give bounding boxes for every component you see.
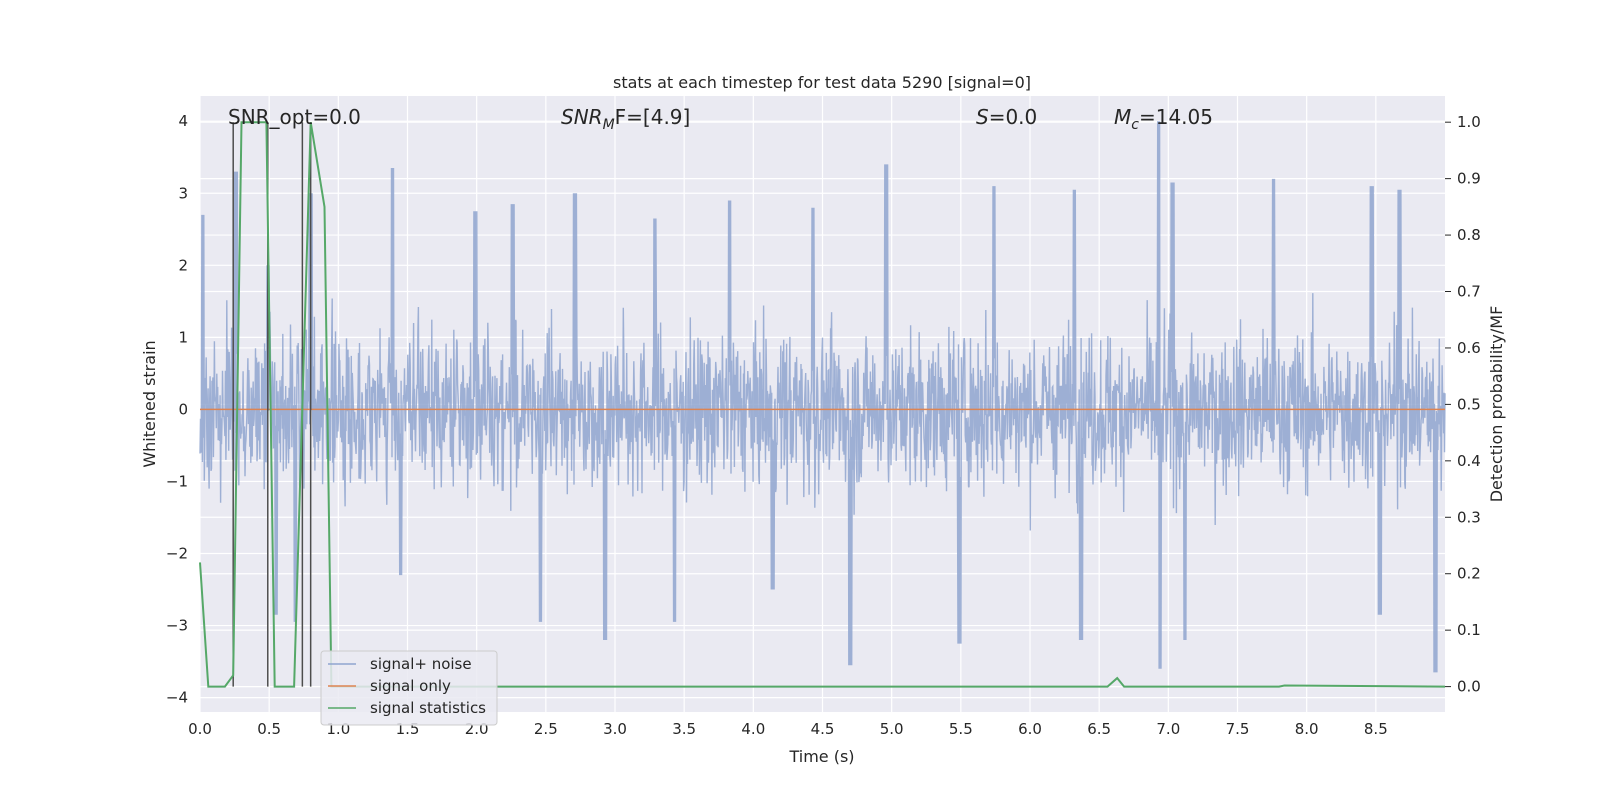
y-tick-label: −3 [166, 617, 188, 635]
y-right-tick-label: 0.7 [1457, 283, 1481, 301]
x-tick-label: 2.5 [534, 720, 558, 738]
series-signal-noise [199, 121, 1446, 673]
x-tick-label: 3.5 [672, 720, 696, 738]
y-right-tick-label: 0.1 [1457, 621, 1481, 639]
y-tick-label: 4 [178, 112, 188, 130]
annotation-s: S=0.0 [976, 105, 1037, 129]
annotation-s-rest: =0.0 [989, 105, 1038, 129]
x-tick-label: 8.0 [1295, 720, 1319, 738]
x-tick-label: 0.5 [257, 720, 281, 738]
x-tick-label: 4.5 [811, 720, 835, 738]
y-right-tick-label: 0.8 [1457, 226, 1481, 244]
legend-label-signal-noise: signal+ noise [370, 655, 472, 673]
legend-box [320, 650, 498, 726]
x-axis-ticks: 0.0 0.5 1.0 1.5 2.0 2.5 3.0 3.5 4.0 4.5 5.0 5.5 6.0 6… [188, 720, 1388, 738]
y-right-tick-label: 0.9 [1457, 170, 1481, 188]
y-right-tick-label: 0.2 [1457, 565, 1481, 583]
annotation-mc: Mc=14.05 [1114, 105, 1213, 133]
y-tick-label: 2 [178, 256, 188, 274]
y-right-tick-label: 0.6 [1457, 339, 1481, 357]
y-axis-label: Whitened strain [140, 340, 159, 467]
signal-noise-line [199, 121, 1446, 673]
annotation-snr-opt: SNR_opt=0.0 [228, 105, 361, 129]
annotation-s-main: S [976, 105, 989, 129]
y-right-tick-label: 1.0 [1457, 113, 1481, 131]
y-tick-label: −2 [166, 544, 188, 562]
x-axis-label: Time (s) [788, 747, 854, 766]
series-signal-statistics [199, 121, 1446, 688]
y-tick-label: −4 [166, 689, 188, 707]
y-tick-label: −1 [166, 472, 188, 490]
x-tick-label: 4.0 [741, 720, 765, 738]
x-tick-label: 8.5 [1364, 720, 1388, 738]
annotation-snr-mf-main: SNR [561, 105, 603, 129]
y-tick-label: 0 [178, 400, 188, 418]
legend: signal+ noise signal only signal statist… [320, 650, 498, 726]
annotation-snr-mf-rest: F=[4.9] [615, 105, 691, 129]
y-right-tick-label: 0.0 [1457, 678, 1481, 696]
chart-title: stats at each timestep for test data 529… [613, 73, 1031, 92]
annotation-snr-mf-sub: M [603, 117, 615, 133]
y-right-tick-label: 0.5 [1457, 395, 1481, 413]
y-right-axis-label: Detection probability/MF [1487, 306, 1506, 503]
annotation-mc-main: M [1114, 105, 1131, 129]
x-tick-label: 5.0 [880, 720, 904, 738]
y-right-axis-ticks: 1.0 0.9 0.8 0.7 0.6 0.5 0.4 0.3 0.2 0.1 0.0 [1445, 113, 1481, 696]
x-tick-label: 5.5 [949, 720, 973, 738]
annotation-mc-sub: c [1131, 117, 1139, 133]
y-right-tick-label: 0.4 [1457, 452, 1481, 470]
y-tick-label: 3 [178, 184, 188, 202]
x-tick-label: 6.0 [1018, 720, 1042, 738]
y-tick-label: 1 [178, 328, 188, 346]
x-tick-label: 3.0 [603, 720, 627, 738]
x-tick-label: 6.5 [1087, 720, 1111, 738]
legend-label-signal-statistics: signal statistics [370, 699, 486, 717]
signal-statistics-line [199, 121, 1446, 688]
y-right-tick-label: 0.3 [1457, 508, 1481, 526]
annotation-snr-mf: SNRMF=[4.9] [561, 105, 690, 133]
x-tick-label: 7.0 [1156, 720, 1180, 738]
legend-label-signal-only: signal only [370, 677, 451, 695]
x-tick-label: 0.0 [188, 720, 212, 738]
y-axis-ticks: 4 3 2 1 0 −1 −2 −3 −4 [166, 112, 188, 706]
annotation-mc-rest: =14.05 [1139, 105, 1213, 129]
x-tick-label: 7.5 [1226, 720, 1250, 738]
